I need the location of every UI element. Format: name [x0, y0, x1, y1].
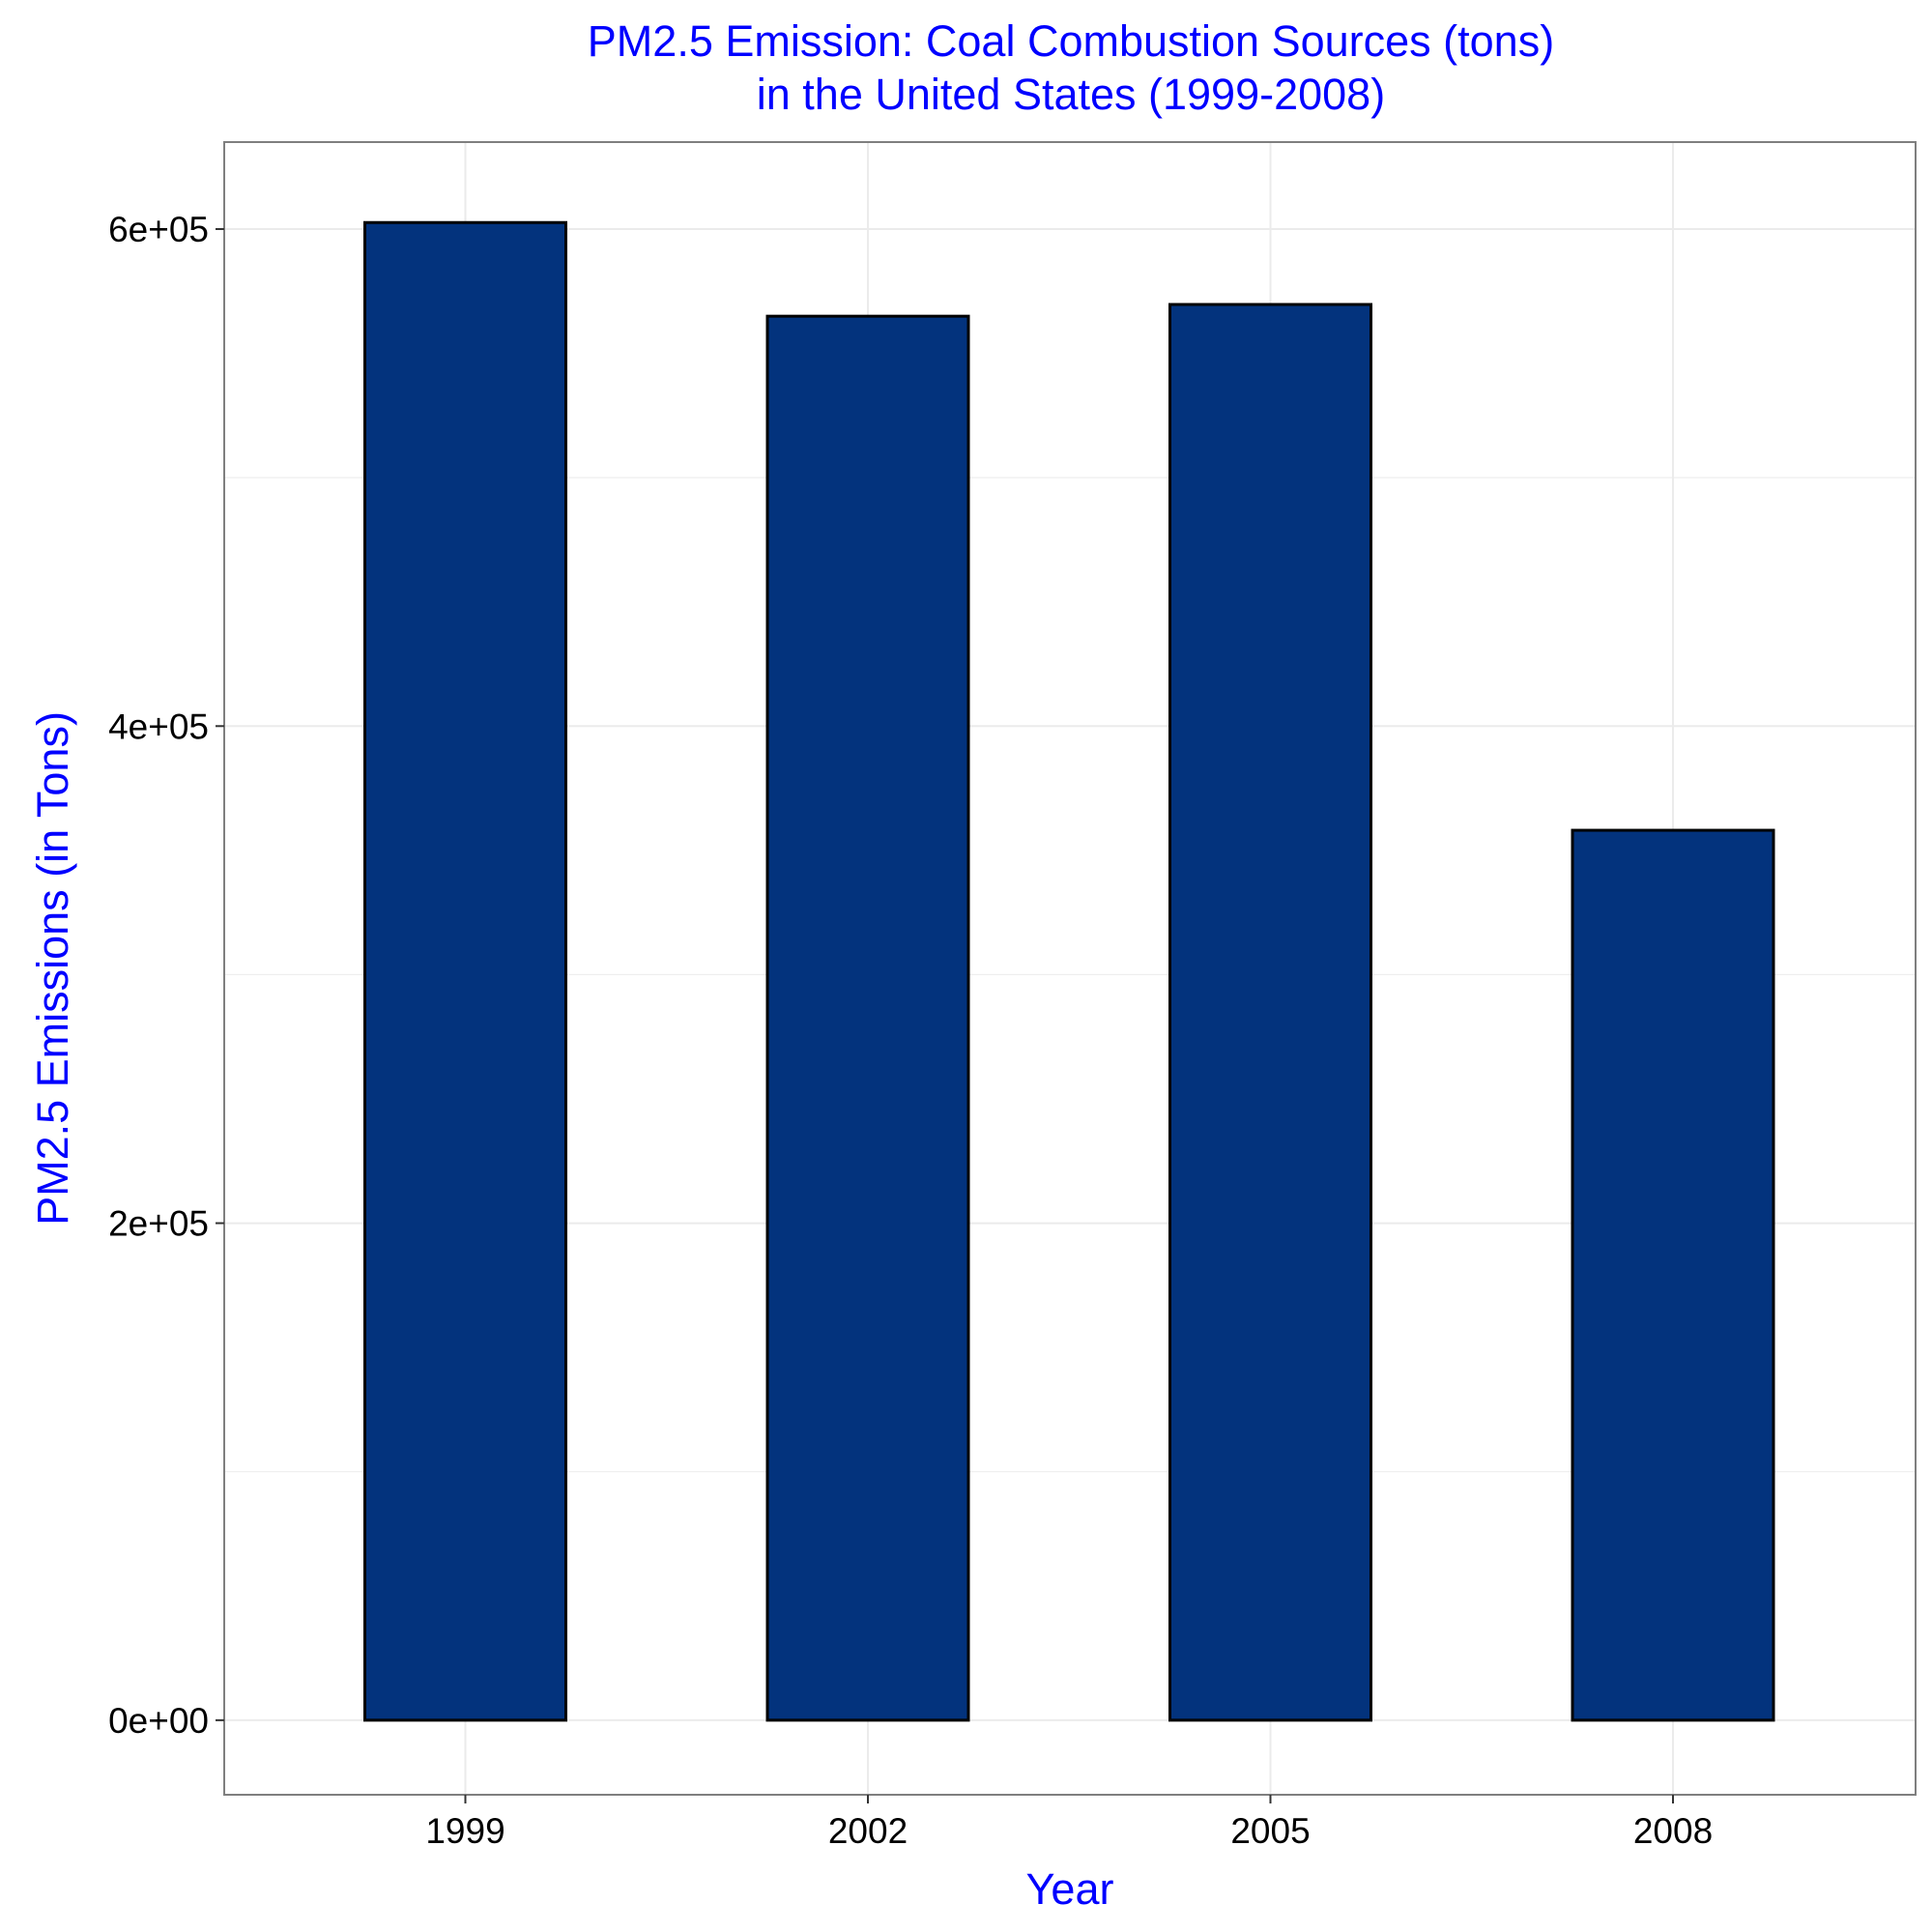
y-tick-label: 2e+05	[108, 1204, 209, 1244]
x-tick-label: 2002	[828, 1811, 908, 1851]
x-axis: 1999 2002 2005 2008	[425, 1795, 1713, 1851]
chart-subtitle: in the United States (1999-2008)	[757, 70, 1385, 119]
x-axis-title: Year	[1026, 1864, 1114, 1914]
y-tick-label: 6e+05	[108, 210, 209, 249]
plot-panel	[223, 141, 1917, 1796]
x-tick-label: 2008	[1633, 1811, 1713, 1851]
bar-2005	[1168, 303, 1372, 1722]
y-tick-label: 0e+00	[108, 1701, 209, 1741]
panel-border	[223, 141, 1917, 1796]
x-tick-label: 2005	[1230, 1811, 1310, 1851]
chart-title: PM2.5 Emission: Coal Combustion Sources …	[588, 16, 1554, 66]
bar-2008	[1571, 828, 1775, 1722]
y-tick-label: 4e+05	[108, 706, 209, 746]
bars	[363, 220, 1775, 1722]
y-axis: 0e+00 2e+05 4e+05 6e+05	[108, 210, 224, 1741]
bar-2002	[765, 314, 970, 1722]
x-tick-label: 1999	[425, 1811, 505, 1851]
bar-1999	[363, 220, 567, 1722]
y-axis-title: PM2.5 Emissions (in Tons)	[28, 711, 77, 1226]
